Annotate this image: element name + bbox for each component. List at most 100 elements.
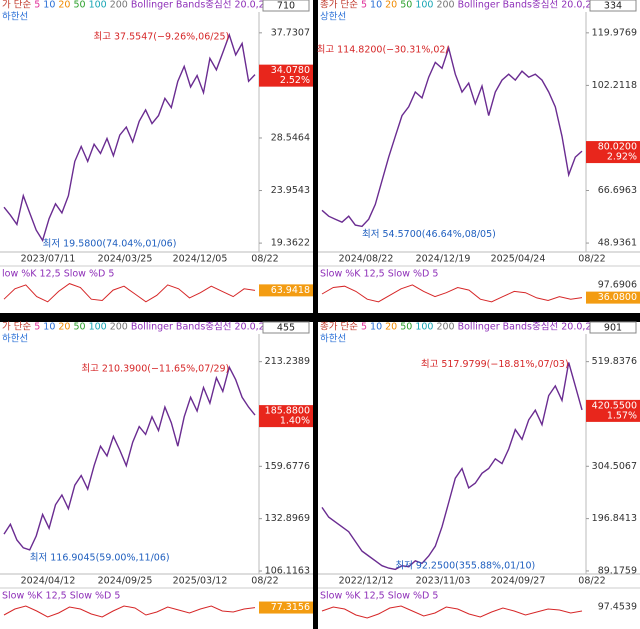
- last-value: 185.8800: [265, 406, 310, 417]
- high-note: 최고 114.8200(−30.31%,02/: [317, 45, 450, 56]
- count-box: [262, 0, 310, 12]
- ma-period: 5: [361, 0, 367, 11]
- chart-panel: 종가 단순 5 10 20 50 100 200 Bollinger Bands중심선 20.…: [318, 321, 640, 629]
- stoch-line: [321, 605, 583, 619]
- ma-period: 20: [385, 322, 397, 333]
- stoch-value: 63.9418: [271, 285, 310, 296]
- x-tick-label: 2024/04/12: [21, 576, 76, 587]
- chart-panel: 가 단순 5 10 20 50 100 200 Bollinger Bands중심선 20.0…: [0, 321, 313, 629]
- high-note: 최고 517.9799(−18.81%,07/03): [421, 359, 569, 370]
- ma-period: 10: [370, 322, 382, 333]
- ma-period: 20: [58, 0, 70, 11]
- count-box: [262, 321, 310, 334]
- x-tick-label: 2024/09/27: [491, 576, 546, 587]
- stoch-value: 77.3156: [271, 602, 310, 613]
- last-value: 34.0780: [271, 65, 310, 76]
- x-tick-label: 2024/12/19: [416, 254, 471, 265]
- y-tick-label: 37.7307: [271, 27, 310, 38]
- price-line: [3, 32, 256, 243]
- y-tick-label: 304.5067: [592, 461, 637, 472]
- ma-period: 5: [34, 322, 40, 333]
- x-tick-label: 08/22: [251, 254, 278, 265]
- y-tick-label: 519.8376: [592, 356, 637, 367]
- chart-panel: 종가 단순 5 10 20 50 100 200 Bollinger Bands중심선 20.…: [317, 0, 640, 313]
- last-value-box: [259, 405, 313, 428]
- stoch-value-box: [259, 601, 313, 614]
- y-tick-label: 213.2389: [265, 356, 310, 367]
- y-tick-label: 106.1163: [265, 565, 310, 576]
- low-note: 최저 54.5700(46.64%,08/05): [362, 229, 496, 240]
- ma-period: 100: [415, 0, 433, 11]
- x-tick-label: 2024/08/22: [339, 254, 394, 265]
- last-value-box: [586, 141, 640, 164]
- ma-period: 50: [73, 322, 85, 333]
- extra-tick: 97.6906: [598, 280, 637, 291]
- legend-prefix: 가 단순: [2, 0, 31, 11]
- ma-period: 100: [89, 322, 107, 333]
- ma-period: 10: [370, 0, 382, 11]
- ma-period: 20: [385, 0, 397, 11]
- ma-period: 200: [110, 0, 128, 11]
- high-note: 최고 37.5547(−9.26%,06/25): [94, 31, 230, 42]
- count: 901: [604, 323, 622, 334]
- x-tick-label: 2022/12/12: [339, 576, 394, 587]
- stoch-label: Slow %K 12,5 Slow %D 5: [2, 591, 120, 602]
- y-tick-label: 66.6963: [598, 185, 637, 196]
- ma-period: 200: [436, 322, 454, 333]
- y-tick-label: 23.9543: [271, 185, 310, 196]
- ma-period: 100: [89, 0, 107, 11]
- band-sub: 하한선: [2, 11, 28, 23]
- stoch-value-box: [586, 291, 640, 304]
- x-tick-label: 2025/04/24: [491, 254, 546, 265]
- x-tick-label: 08/22: [578, 576, 605, 587]
- panel-bg: [0, 322, 313, 629]
- band-sub: 하한선: [320, 333, 346, 345]
- y-tick-label: 28.5464: [271, 132, 310, 143]
- ma-period: 50: [400, 0, 412, 11]
- y-tick-label: 102.2118: [592, 80, 637, 91]
- band-label: Bollinger Bands중심선 20.0,2.0: [458, 0, 601, 11]
- last-value: 80.0200: [598, 142, 637, 153]
- x-tick-label: 08/22: [578, 254, 605, 265]
- panel-bg: [0, 0, 313, 313]
- price-line: [3, 365, 256, 551]
- y-tick-label: 19.3622: [271, 238, 310, 249]
- band-sub: 하한선: [2, 333, 28, 345]
- y-tick-label: 119.9769: [592, 27, 637, 38]
- count: 710: [277, 1, 295, 12]
- chart-panel: 가 단순 5 10 20 50 100 200 Bollinger Bands중심선 20.0…: [0, 0, 313, 313]
- x-tick-label: 2024/09/25: [98, 576, 153, 587]
- ma-period: 100: [415, 322, 433, 333]
- low-note: 최저 116.9045(59.00%,11/06): [30, 552, 170, 563]
- stoch-line: [3, 605, 256, 618]
- legend-prefix: 종가 단순: [320, 0, 358, 11]
- ma-period: 200: [110, 322, 128, 333]
- legend-prefix: 종가 단순: [320, 322, 358, 333]
- stoch-label: low %K 12,5 Slow %D 5: [2, 269, 114, 280]
- x-tick-label: 2024/12/05: [173, 254, 228, 265]
- change: 2.52%: [280, 75, 310, 86]
- legend-prefix: 가 단순: [2, 322, 31, 333]
- y-tick-label: 196.8413: [592, 513, 637, 524]
- count-box: [589, 321, 637, 334]
- y-tick-label: 132.8969: [265, 513, 310, 524]
- ma-period: 50: [73, 0, 85, 11]
- ma-period: 5: [361, 322, 367, 333]
- stoch-label: Slow %K 12,5 Slow %D 5: [320, 269, 438, 280]
- count: 334: [604, 1, 622, 12]
- stoch-value-box: [259, 284, 313, 297]
- change: 1.40%: [280, 416, 310, 427]
- change: 1.57%: [607, 410, 637, 421]
- low-note: 최저 19.5800(74.04%,01/06): [43, 239, 177, 250]
- x-tick-label: 2024/03/25: [98, 254, 153, 265]
- last-value: 420.5500: [592, 400, 637, 411]
- price-line: [321, 362, 583, 571]
- price-line: [321, 45, 583, 228]
- y-tick-label: 89.1759: [598, 565, 637, 576]
- x-tick-label: 2023/11/03: [416, 576, 471, 587]
- y-tick-label: 48.9361: [598, 238, 637, 249]
- stoch-line: [3, 283, 256, 303]
- ma-period: 20: [58, 322, 70, 333]
- x-tick-label: 2023/07/11: [21, 254, 76, 265]
